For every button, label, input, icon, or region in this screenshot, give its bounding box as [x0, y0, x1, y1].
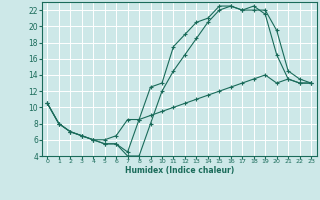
- X-axis label: Humidex (Indice chaleur): Humidex (Indice chaleur): [124, 166, 234, 175]
